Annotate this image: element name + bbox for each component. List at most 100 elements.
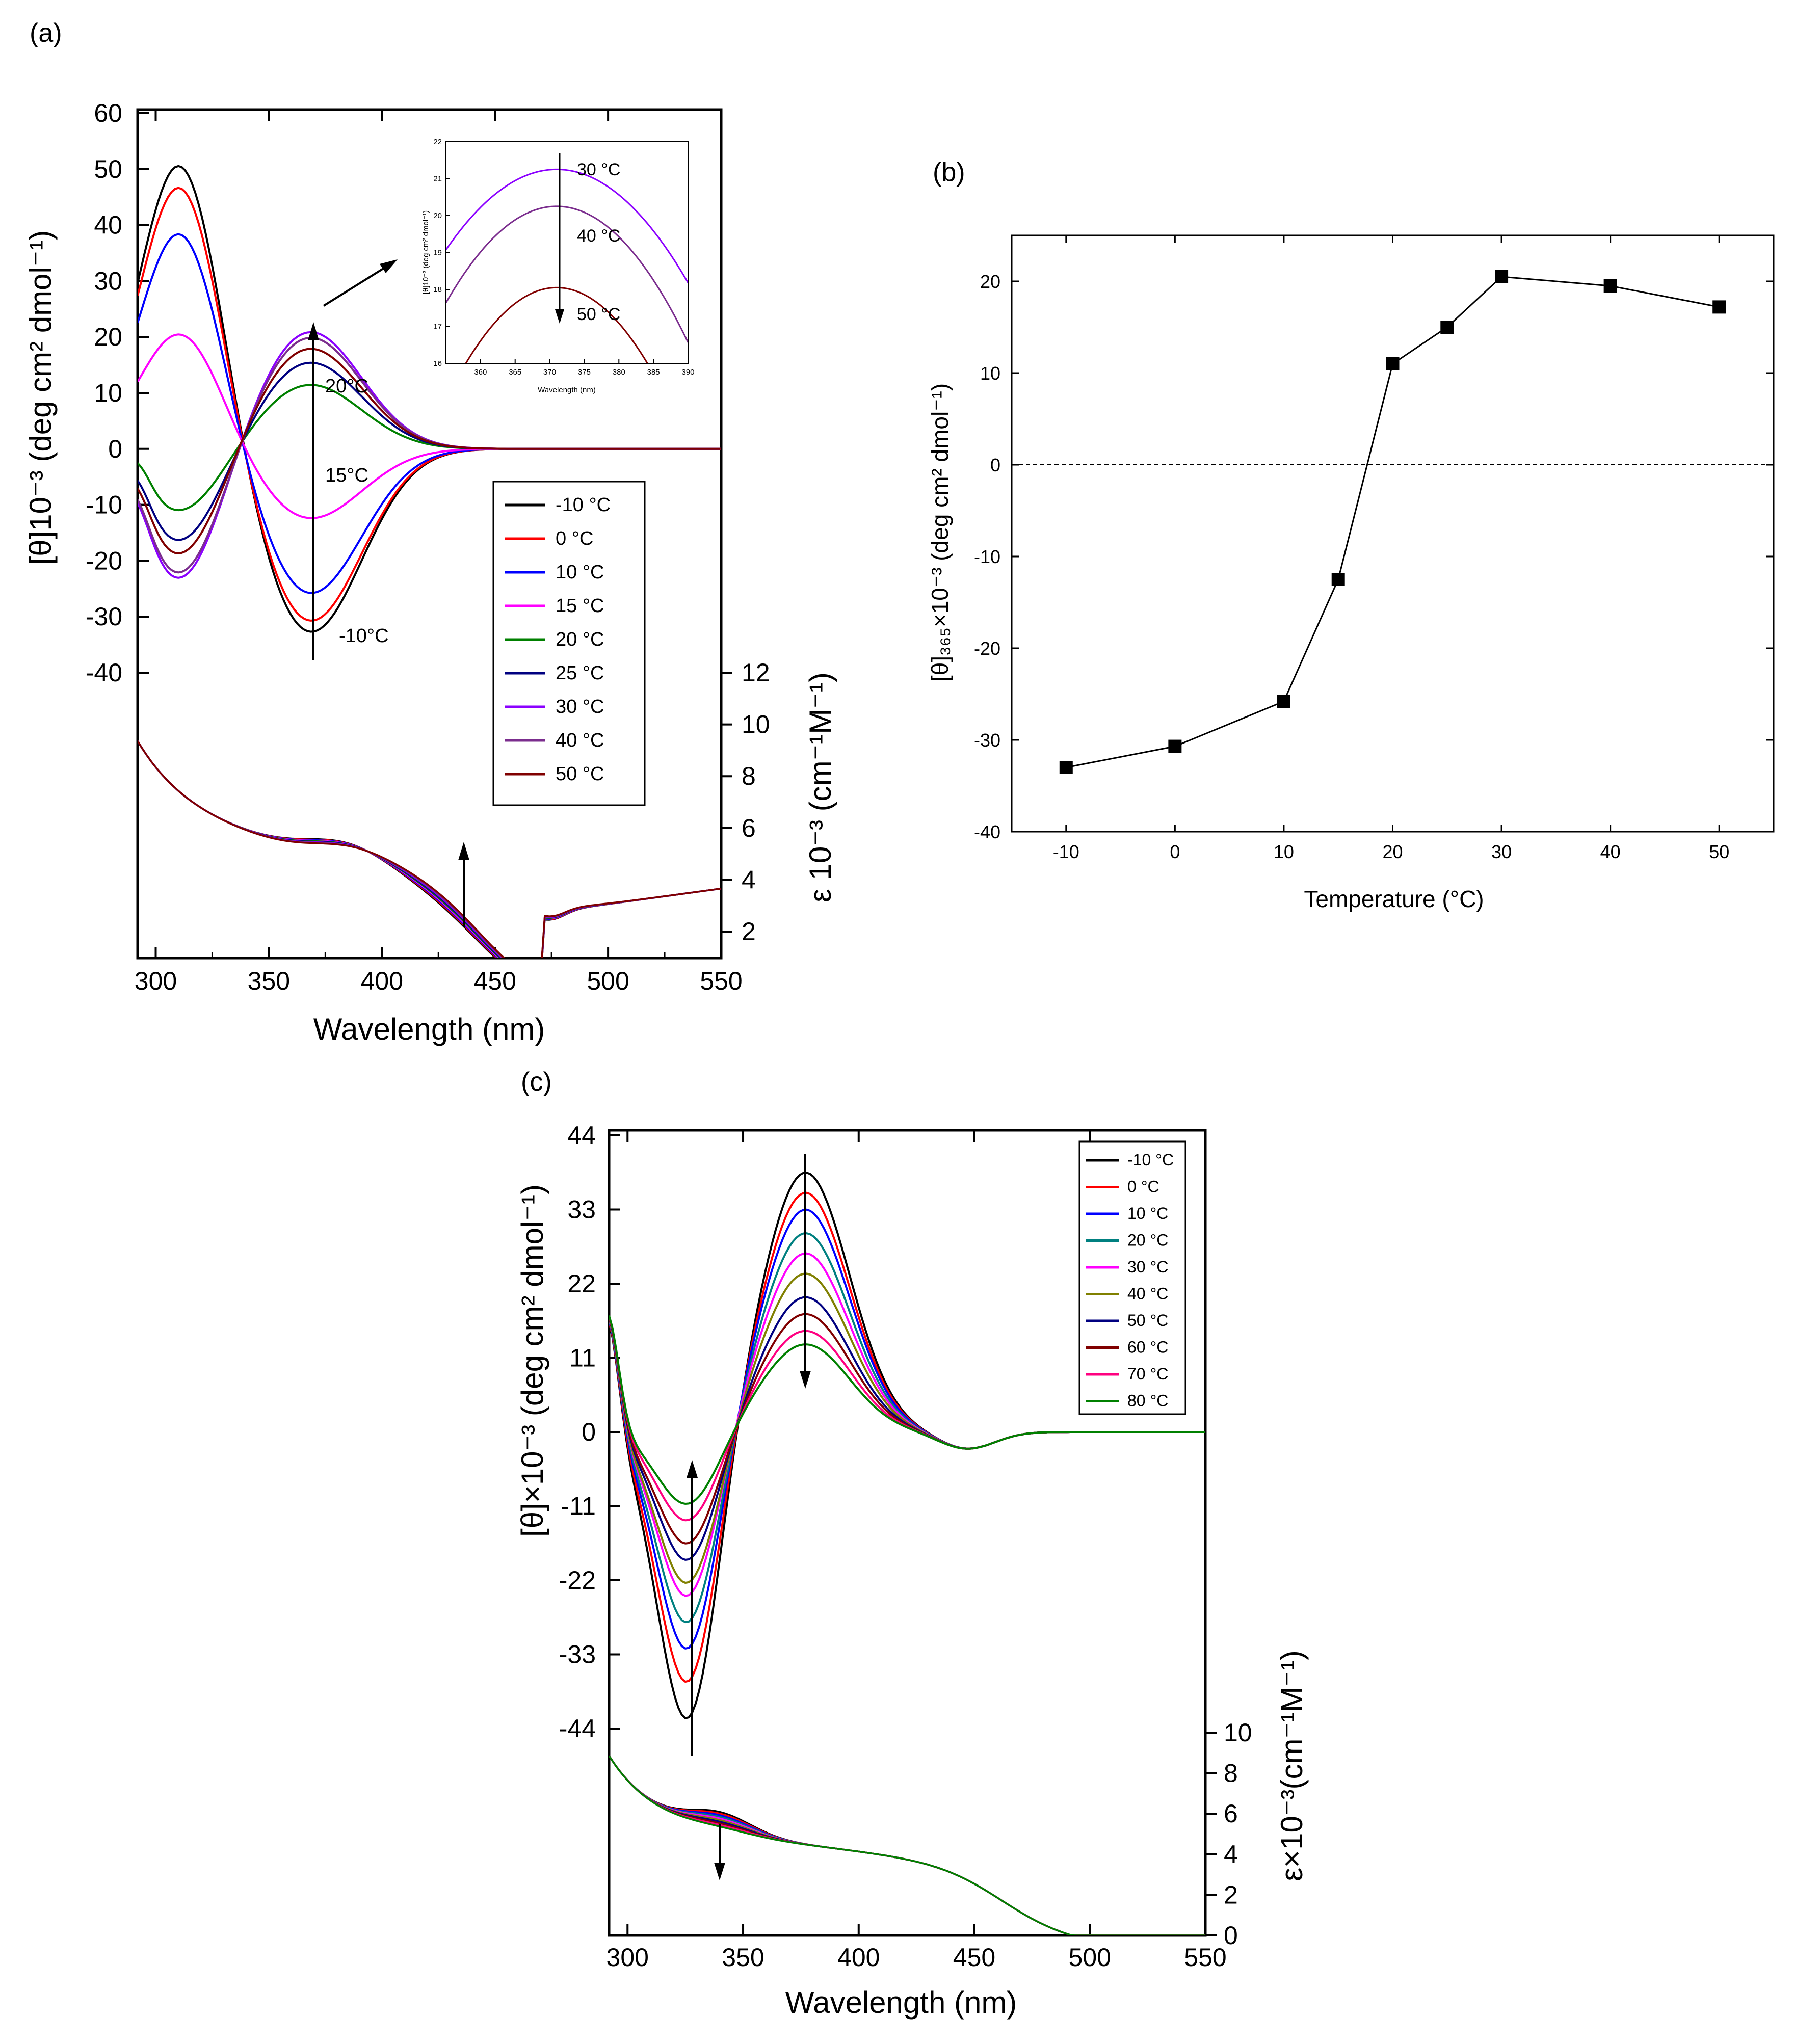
panel-a-frame — [136, 108, 723, 960]
c-legend-label: 0 °C — [1127, 1178, 1159, 1196]
c-cd-curve-9 — [609, 1315, 1205, 1505]
legend-label: 0 °C — [556, 528, 593, 549]
panel-a-plot-area — [138, 165, 721, 958]
panel-c-y-axis-label-abs: ε×10⁻³(cm⁻¹M⁻¹) — [1275, 1650, 1309, 1881]
a-abs-tick-label: 12 — [742, 658, 770, 687]
b-x-tick-label: 10 — [1274, 841, 1294, 862]
b-data-point — [1440, 321, 1454, 334]
c-cd-tick-label: 44 — [567, 1121, 596, 1150]
inset-pointer-arrow-head — [380, 259, 398, 273]
b-x-tick-label: 0 — [1170, 841, 1180, 862]
c-abs-tick-label: 8 — [1224, 1759, 1238, 1788]
b-data-point — [1331, 573, 1345, 586]
a-cd-tick-label: -20 — [86, 546, 122, 575]
c-cd-tick-label: -22 — [559, 1566, 596, 1595]
b-y-tick-label: 20 — [980, 271, 1000, 292]
a-cd-tick-label: 30 — [94, 267, 122, 295]
c-cd-tick-label: 22 — [567, 1269, 596, 1298]
c-legend-label: -10 °C — [1127, 1151, 1174, 1169]
inset-y-tick-label: 18 — [433, 285, 442, 294]
b-y-tick-label: 0 — [990, 455, 1000, 475]
a-x-tick-label: 400 — [361, 967, 403, 995]
a-cd-tick-label: 50 — [94, 155, 122, 183]
c-abs-tick-label: 6 — [1224, 1799, 1238, 1828]
abs-arrow-head — [714, 1863, 725, 1880]
panel-c-y-axis-label-cd: [θ]×10⁻³ (deg cm² dmol⁻¹) — [515, 1184, 549, 1537]
c-abs-curve-8 — [609, 1755, 1205, 1935]
b-x-tick-label: 50 — [1709, 841, 1729, 862]
inset-x-tick-label: 380 — [613, 368, 625, 377]
panel-a-ticks: 300 350 400 450 500 550 60 50 40 30 20 10 0 -10 -20 -30… — [86, 99, 770, 995]
b-y-tick-label: -10 — [974, 546, 1000, 567]
panel-b-x-axis-label: Temperature (°C) — [1304, 886, 1484, 912]
inset-x-tick-label: 385 — [647, 368, 660, 377]
inset-y-tick-label: 22 — [433, 138, 442, 146]
legend-label: 40 °C — [556, 730, 604, 751]
inset-y-tick-label: 21 — [433, 175, 442, 183]
panel-a-legend-box — [492, 481, 646, 806]
b-series-line — [1066, 276, 1720, 768]
abs-curve-8 — [138, 740, 721, 958]
a-cd-tick-label: 10 — [94, 379, 122, 407]
panel-c-curves — [609, 1172, 1205, 1935]
legend-label: -10 °C — [556, 494, 611, 516]
c-abs-curve-1 — [609, 1755, 1205, 1935]
c-cd-tick-label: 11 — [569, 1344, 596, 1372]
abs-trend-arrow-head — [458, 842, 469, 860]
b-x-tick-label: 30 — [1491, 841, 1512, 862]
a-x-tick-label: 450 — [473, 967, 516, 995]
inset-x-tick-label: 360 — [474, 368, 487, 377]
inset-pointer-arrow — [323, 265, 388, 307]
c-legend-label: 70 °C — [1127, 1365, 1168, 1383]
panel-c-legend: -10 °C 0 °C 10 °C 20 °C 30 °C 40 °C 50 °C 60 °C… — [1078, 1140, 1186, 1415]
inset-y-axis-label: [θ]10⁻³ (deg cm² dmol⁻¹) — [421, 210, 430, 294]
c-cd-tick-label: -33 — [559, 1640, 596, 1669]
c-cd-tick-label: 33 — [567, 1196, 596, 1224]
b-x-tick-label: -10 — [1053, 841, 1079, 862]
a-abs-tick-label: 6 — [742, 814, 756, 842]
inset-x-tick-label: 370 — [543, 368, 556, 377]
b-y-tick-label: -30 — [974, 730, 1000, 751]
legend-label: 50 °C — [556, 763, 604, 785]
inset-y-tick-label: 16 — [433, 359, 442, 368]
panel-c-x-axis-label: Wavelength (nm) — [785, 1985, 1017, 2020]
c-abs-tick-label: 0 — [1224, 1921, 1238, 1950]
inset-y-tick-label: 17 — [433, 323, 442, 331]
c-legend-label: 10 °C — [1127, 1204, 1168, 1223]
c-legend-label: 30 °C — [1127, 1258, 1168, 1276]
c-abs-curve-0 — [609, 1755, 1205, 1935]
panel-a-arrows — [308, 259, 469, 927]
panel-a-legend: -10 °C 0 °C 10 °C 15 °C 20 °C 25 °C 30 °C 40 °C… — [492, 481, 646, 806]
inset-curve-2 — [465, 286, 649, 363]
panel-label-b: (b) — [933, 157, 965, 187]
c-x-tick-label: 550 — [1184, 1943, 1226, 1972]
c-abs-curve-6 — [609, 1755, 1205, 1935]
c-abs-curve-4 — [609, 1755, 1205, 1935]
inset-annotation-40c: 40 °C — [577, 226, 620, 246]
legend-label: 15 °C — [556, 595, 604, 617]
panel-c-frame — [608, 1129, 1207, 1937]
a-cd-tick-label: 60 — [94, 99, 122, 127]
legend-label: 25 °C — [556, 662, 604, 684]
inset-x-axis-label: Wavelength (nm) — [538, 386, 596, 394]
inset-y-tick-label: 20 — [433, 211, 442, 220]
c-abs-curve-3 — [609, 1755, 1205, 1935]
b-data-point — [1168, 739, 1182, 753]
b-data-point — [1495, 270, 1509, 283]
c-legend-label: 60 °C — [1127, 1338, 1168, 1357]
panel-b-plot-area — [1012, 270, 1774, 774]
a-x-tick-label: 550 — [700, 967, 742, 995]
a-abs-tick-label: 4 — [742, 865, 756, 894]
c-abs-curve-7 — [609, 1755, 1205, 1935]
inset-y-tick-label: 19 — [433, 249, 442, 257]
panel-a-inset: 360 365 370 375 380 385 390 22 21 20 19 18 17 16 30 °… — [421, 138, 695, 394]
c-abs-curve-5 — [609, 1755, 1205, 1935]
c-abs-tick-label: 10 — [1224, 1718, 1252, 1747]
b-data-point — [1386, 357, 1400, 370]
inset-arrow-head — [555, 309, 564, 324]
c-cd-tick-label: -44 — [559, 1714, 596, 1743]
inset-annotation-30c: 30 °C — [577, 160, 620, 179]
b-data-point — [1277, 695, 1290, 708]
c-abs-tick-label: 2 — [1224, 1880, 1238, 1909]
